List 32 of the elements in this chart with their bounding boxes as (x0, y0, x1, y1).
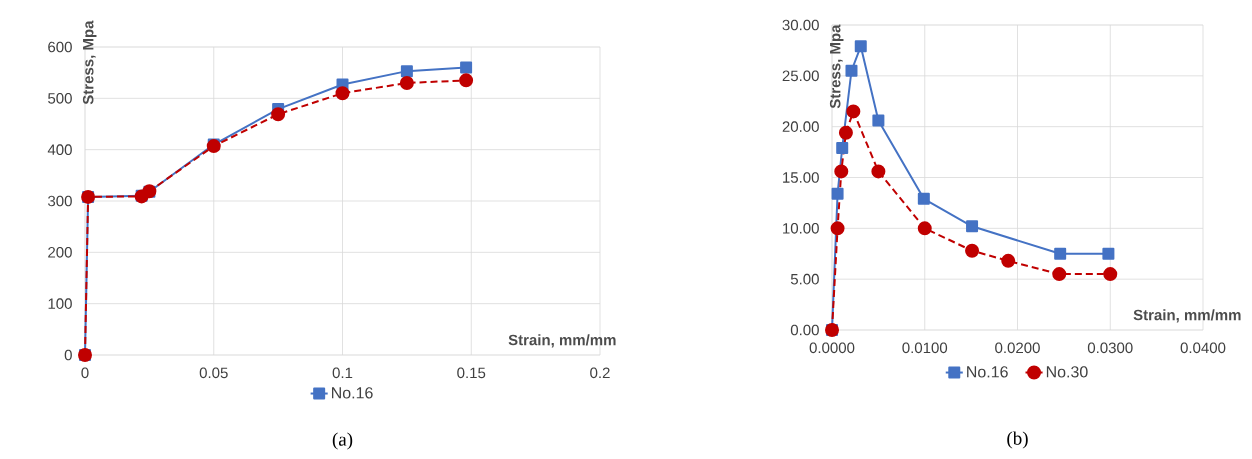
y-tick-label: 20.00 (782, 121, 819, 132)
y-tick-label: 10.00 (783, 223, 819, 234)
y-tick-label: 15.00 (783, 172, 819, 183)
x-tick-label: 0.0100 (902, 342, 948, 354)
text: (b) (1007, 431, 1028, 449)
legend-label: No.16 (967, 366, 1008, 378)
y-tick-label: 200 (48, 247, 72, 258)
x-tick-label: 0.0000 (809, 342, 855, 354)
y-tick-label: 300 (48, 195, 72, 207)
x-axis-title: Strain, mm/mm (508, 334, 616, 348)
y-tick-label: 400 (47, 144, 72, 155)
y-tick-label: 500 (48, 93, 72, 104)
y-tick-label: 25.00 (782, 70, 819, 82)
y-tick-label: 600 (48, 41, 72, 53)
legend-label: No.30 (1046, 366, 1088, 378)
x-tick-label: 0.0400 (1180, 342, 1226, 354)
x-axis-title: Strain, mm/mm (1133, 309, 1241, 323)
x-tick-label: 0.0200 (995, 342, 1040, 354)
x-tick-label: 0.2 (590, 367, 610, 379)
y-tick-label: 0.00 (790, 324, 819, 336)
y-tick-label: 5.00 (790, 273, 819, 285)
x-tick-label: 0.1 (332, 367, 353, 379)
y-axis-title: Stress, Mpa (829, 24, 844, 109)
text: (a) (332, 432, 353, 450)
x-tick-label: 0.05 (199, 367, 228, 379)
x-tick-label: 0.15 (457, 367, 486, 379)
legend-label: No.16 (332, 387, 373, 399)
y-axis-title: Stress, Mpa (82, 20, 97, 105)
y-tick-label: 30.00 (782, 19, 819, 31)
x-tick-label: 0 (81, 367, 89, 379)
y-tick-label: 100 (48, 298, 72, 309)
x-tick-label: 0.0300 (1087, 342, 1133, 354)
